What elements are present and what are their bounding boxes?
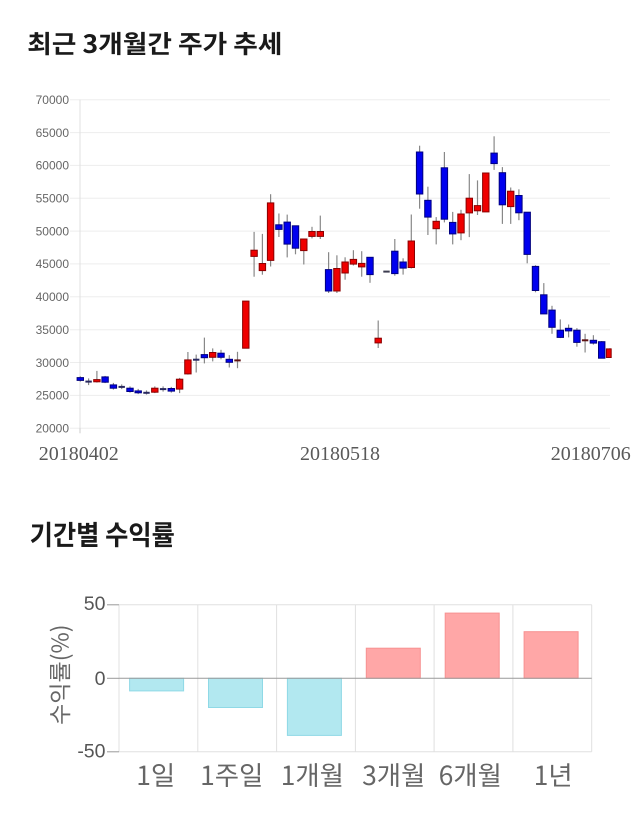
svg-text:50000: 50000 [36, 224, 70, 238]
svg-text:25000: 25000 [36, 389, 70, 403]
svg-text:20000: 20000 [36, 422, 70, 436]
svg-text:35000: 35000 [36, 323, 70, 337]
svg-text:20180402: 20180402 [39, 443, 119, 465]
svg-text:0: 0 [95, 668, 106, 690]
svg-text:45000: 45000 [36, 257, 70, 271]
svg-text:70000: 70000 [36, 93, 70, 107]
svg-text:65000: 65000 [36, 126, 70, 140]
svg-text:40000: 40000 [36, 290, 70, 304]
svg-text:50: 50 [84, 593, 106, 615]
svg-text:20180706: 20180706 [551, 443, 631, 465]
svg-text:-50: -50 [77, 740, 105, 762]
svg-text:55000: 55000 [36, 192, 70, 206]
svg-text:20180518: 20180518 [300, 443, 380, 465]
svg-text:60000: 60000 [36, 159, 70, 173]
svg-text:30000: 30000 [36, 356, 70, 370]
